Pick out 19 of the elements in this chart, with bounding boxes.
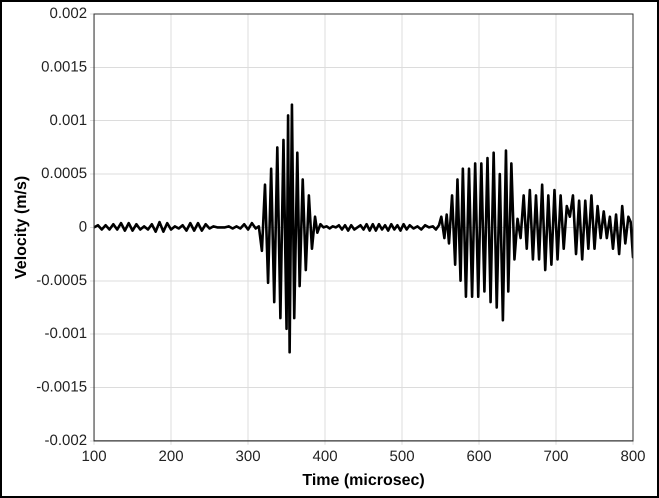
x-tick-label: 100 [82, 448, 107, 465]
x-tick-label: 800 [620, 448, 646, 465]
y-tick-label: 0.0015 [41, 58, 88, 76]
y-tick-label: 0 [78, 218, 88, 236]
y-tick-label: -0.0005 [36, 272, 88, 289]
x-tick-label: 200 [158, 448, 184, 465]
x-tick-label: 700 [543, 448, 569, 465]
x-tick-label: 600 [466, 448, 492, 465]
x-tick-label: 500 [390, 448, 415, 465]
y-tick-label: 0.0005 [41, 165, 88, 182]
y-tick-label: -0.002 [44, 432, 88, 449]
y-tick-label: 0.001 [50, 112, 88, 129]
x-axis-title: Time (microsec) [302, 472, 425, 489]
y-axis-title: Velocity (m/s) [13, 176, 30, 279]
x-tick-label: 400 [312, 448, 338, 465]
y-tick-label: 0.002 [50, 5, 88, 22]
x-tick-label: 300 [236, 448, 261, 465]
y-tick-label: -0.001 [44, 325, 88, 342]
y-tick-label: -0.0015 [36, 378, 88, 396]
